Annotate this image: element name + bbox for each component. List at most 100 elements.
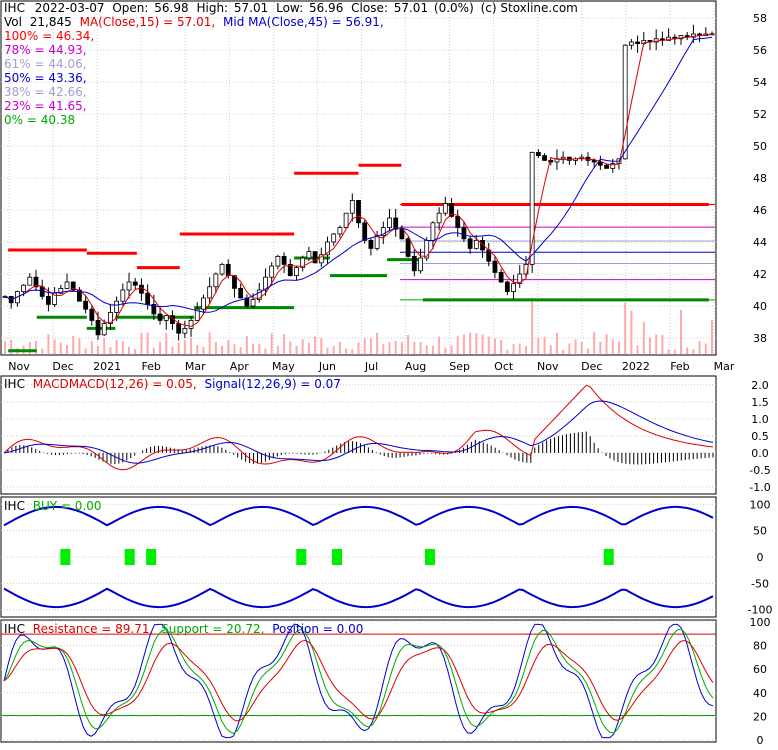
volume-bar <box>407 334 410 354</box>
candle-body <box>188 319 194 329</box>
price-y-tick: 56 <box>753 44 767 57</box>
moving-averages <box>4 33 713 327</box>
panel-y-tick: 1.0 <box>751 413 769 426</box>
volume-bar <box>704 343 707 354</box>
price-x-tick: Feb <box>670 360 689 373</box>
volume-bar <box>47 334 50 354</box>
panel-y-tick: -1.0 <box>749 481 770 494</box>
volume-bar <box>462 334 465 354</box>
price-x-tick: 2021 <box>93 360 121 373</box>
candle-body <box>411 255 417 272</box>
volume-bar <box>264 348 267 354</box>
volume-bar <box>388 342 391 354</box>
candle-body <box>678 35 684 40</box>
candle-body <box>343 212 349 228</box>
header-line-2: Vol 21,845 MA(Close,15) = 57.01, Mid MA(… <box>4 15 384 29</box>
header-open-label: Open: <box>112 1 148 15</box>
candle-body <box>306 251 312 259</box>
volume-bar <box>369 338 372 354</box>
candle-body <box>405 238 411 257</box>
macd-line <box>3 384 714 471</box>
volume-bar <box>196 344 199 354</box>
volume-bar <box>289 341 292 354</box>
volume-bar <box>72 335 75 354</box>
candle-body <box>70 281 76 291</box>
candle-body <box>256 289 262 301</box>
volume-bar <box>128 346 131 354</box>
volume-bar <box>531 297 534 354</box>
stochastic-line <box>3 639 714 722</box>
buy-title: IHC BUY = 0.00 <box>4 499 102 513</box>
panel-y-tick: 0.0 <box>751 447 769 460</box>
volume-bar <box>221 345 224 354</box>
candle-body <box>201 297 206 310</box>
candle-body <box>380 227 386 237</box>
volume-bar <box>357 342 360 354</box>
candle-body <box>58 287 64 294</box>
price-y-tick: 42 <box>753 268 767 281</box>
panel-y-tick: 60 <box>753 663 767 676</box>
stochastic-title: IHC Resistance = 89.71, Support = 20.72,… <box>4 622 363 636</box>
candle-body <box>294 267 299 277</box>
volume-bar <box>568 343 571 354</box>
candle-body <box>331 233 337 243</box>
volume-bar <box>332 345 335 354</box>
candle-body <box>597 161 603 166</box>
volume-bar <box>227 340 230 354</box>
candle-body <box>250 299 256 307</box>
candle-body <box>287 263 293 276</box>
volume-bar <box>177 342 180 354</box>
volume-bar <box>202 346 205 354</box>
macd-lines <box>3 384 714 471</box>
candle-body <box>349 199 355 214</box>
buy-ticker: IHC <box>4 499 25 513</box>
volume-bar <box>537 337 540 354</box>
fib-level-label: 38% = 42.66, <box>4 85 87 99</box>
price-y-tick: 40 <box>753 300 767 313</box>
support-label: Support = 20.72, <box>161 622 264 636</box>
candle-body <box>300 257 306 269</box>
buy-signal-marker <box>146 549 157 565</box>
volume-bar <box>394 341 397 354</box>
volume-bar <box>400 342 403 354</box>
volume-bar <box>518 343 521 354</box>
price-y-tick: 54 <box>753 76 767 89</box>
candle-body <box>312 251 318 264</box>
volume-bar <box>239 347 242 354</box>
price-y-tick: 58 <box>753 12 767 25</box>
header-vol: 21,845 <box>30 15 72 29</box>
volume-bar <box>245 336 248 354</box>
volume-bar <box>469 332 472 354</box>
buy-signal-marker <box>603 549 614 565</box>
volume-bar <box>481 334 484 354</box>
buy-signal-marker <box>296 549 307 565</box>
volume-bar <box>326 347 329 354</box>
buy-label: BUY = 0.00 <box>33 499 102 513</box>
buy-envelope-line <box>3 505 714 527</box>
volume-bar <box>97 345 100 354</box>
stochastic-line <box>3 628 714 734</box>
volume-bar <box>431 345 434 354</box>
panel-y-tick: 0 <box>757 734 764 746</box>
volume-bar <box>506 349 509 354</box>
price-x-tick: Sep <box>449 360 470 373</box>
price-y-tick: 46 <box>753 204 767 217</box>
header-open: 56.98 <box>154 1 188 15</box>
volume-bar <box>301 339 304 354</box>
price-panel: 38 40 42 44 46 48 50 52 54 56 58 Nov Dec 2021 Feb Mar A… <box>0 0 767 373</box>
volume-bar <box>270 333 273 354</box>
candle-body <box>610 163 616 169</box>
price-y-axis: 38 40 42 44 46 48 50 52 54 56 58 <box>753 12 767 345</box>
candle-body <box>157 313 163 321</box>
candle-body <box>387 217 392 229</box>
signal-label: Signal(12,26,9) = 0.07 <box>204 377 340 391</box>
stochastic-panel-frame <box>0 619 717 743</box>
buy-panel: 100 50 0 -50 -100 IHC BUY = 0.00 <box>0 496 772 618</box>
panel-y-tick: 40 <box>753 687 767 700</box>
volume-bar <box>586 348 589 354</box>
candle-body <box>467 238 473 249</box>
candle-body <box>504 281 510 293</box>
volume-bar <box>258 343 261 354</box>
volume-bar <box>146 332 149 354</box>
